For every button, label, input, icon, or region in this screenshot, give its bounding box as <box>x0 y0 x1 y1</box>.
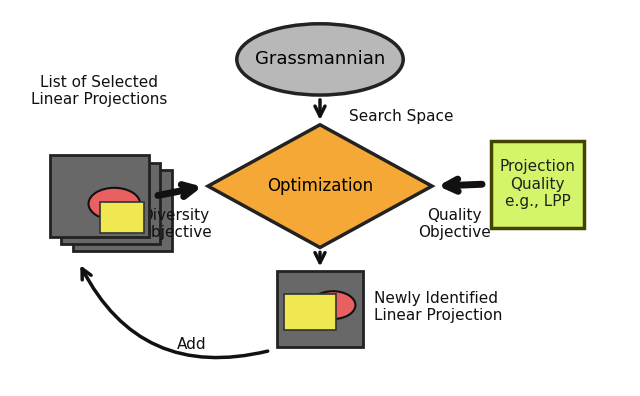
Bar <box>61 162 160 244</box>
Text: Add: Add <box>177 337 207 352</box>
Bar <box>492 141 584 228</box>
Text: Newly Identified
Linear Projection: Newly Identified Linear Projection <box>374 291 503 323</box>
Text: Diversity
Objective: Diversity Objective <box>140 208 212 240</box>
Text: Quality
Objective: Quality Objective <box>418 208 491 240</box>
Bar <box>100 202 144 233</box>
Bar <box>277 271 364 346</box>
Bar <box>50 155 148 236</box>
Text: Grassmannian: Grassmannian <box>255 50 385 69</box>
Circle shape <box>310 291 355 319</box>
Text: Projection
Quality
e.g., LPP: Projection Quality e.g., LPP <box>500 159 575 209</box>
Circle shape <box>88 188 140 220</box>
Ellipse shape <box>237 24 403 95</box>
Bar <box>73 169 172 251</box>
Bar <box>284 294 335 330</box>
Text: Search Space: Search Space <box>349 109 453 124</box>
Polygon shape <box>208 125 432 248</box>
Text: Optimization: Optimization <box>267 177 373 195</box>
Text: List of Selected
Linear Projections: List of Selected Linear Projections <box>31 75 168 107</box>
